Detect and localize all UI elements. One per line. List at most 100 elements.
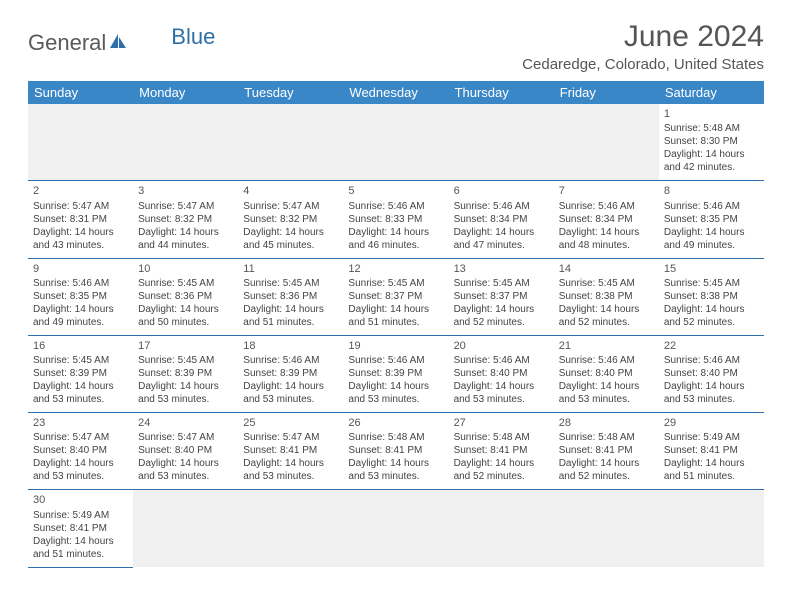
day-number: 16: [33, 339, 128, 353]
calendar-cell: 13Sunrise: 5:45 AMSunset: 8:37 PMDayligh…: [449, 258, 554, 335]
calendar-row: 30Sunrise: 5:49 AMSunset: 8:41 PMDayligh…: [28, 490, 764, 567]
day-number: 25: [243, 416, 338, 430]
location-text: Cedaredge, Colorado, United States: [522, 56, 764, 73]
day-number: 11: [243, 262, 338, 276]
calendar-cell: 21Sunrise: 5:46 AMSunset: 8:40 PMDayligh…: [554, 335, 659, 412]
weekday-header: Friday: [554, 81, 659, 104]
calendar-cell: [238, 104, 343, 181]
day-number: 4: [243, 184, 338, 198]
calendar-cell: 2 Sunrise: 5:47 AMSunset: 8:31 PMDaylight…: [28, 181, 133, 258]
day-info: Sunrise: 5:46 AMSunset: 8:40 PMDaylight:…: [664, 354, 759, 406]
day-info: Sunrise: 5:48 AMSunset: 8:30 PMDaylight:…: [664, 122, 759, 174]
calendar-cell: 9Sunrise: 5:46 AMSunset: 8:35 PMDaylight…: [28, 258, 133, 335]
calendar-row: 16Sunrise: 5:45 AMSunset: 8:39 PMDayligh…: [28, 335, 764, 412]
weekday-header: Thursday: [449, 81, 554, 104]
calendar-cell: 8 Sunrise: 5:46 AMSunset: 8:35 PMDaylight…: [659, 181, 764, 258]
calendar-cell: 17Sunrise: 5:45 AMSunset: 8:39 PMDayligh…: [133, 335, 238, 412]
day-info: Sunrise: 5:48 AMSunset: 8:41 PMDaylight:…: [348, 431, 443, 483]
calendar-cell: 5 Sunrise: 5:46 AMSunset: 8:33 PMDaylight…: [343, 181, 448, 258]
calendar-cell: [449, 104, 554, 181]
calendar-cell: 19Sunrise: 5:46 AMSunset: 8:39 PMDayligh…: [343, 335, 448, 412]
day-info: Sunrise: 5:46 AMSunset: 8:33 PMDaylight:…: [348, 200, 443, 252]
day-info: Sunrise: 5:46 AMSunset: 8:39 PMDaylight:…: [348, 354, 443, 406]
calendar-cell: 16Sunrise: 5:45 AMSunset: 8:39 PMDayligh…: [28, 335, 133, 412]
calendar-cell: 20Sunrise: 5:46 AMSunset: 8:40 PMDayligh…: [449, 335, 554, 412]
day-number: 19: [348, 339, 443, 353]
day-info: Sunrise: 5:45 AMSunset: 8:38 PMDaylight:…: [559, 277, 654, 329]
calendar-cell: 26Sunrise: 5:48 AMSunset: 8:41 PMDayligh…: [343, 413, 448, 490]
day-number: 17: [138, 339, 233, 353]
calendar-cell: 22Sunrise: 5:46 AMSunset: 8:40 PMDayligh…: [659, 335, 764, 412]
day-number: 27: [454, 416, 549, 430]
weekday-header: Sunday: [28, 81, 133, 104]
day-info: Sunrise: 5:47 AMSunset: 8:31 PMDaylight:…: [33, 200, 128, 252]
day-number: 15: [664, 262, 759, 276]
day-info: Sunrise: 5:47 AMSunset: 8:40 PMDaylight:…: [138, 431, 233, 483]
day-info: Sunrise: 5:47 AMSunset: 8:41 PMDaylight:…: [243, 431, 338, 483]
day-number: 12: [348, 262, 443, 276]
calendar-body: 1Sunrise: 5:48 AMSunset: 8:30 PMDaylight…: [28, 104, 764, 567]
day-number: 6: [454, 184, 549, 198]
calendar-cell: [343, 490, 448, 567]
day-info: Sunrise: 5:46 AMSunset: 8:34 PMDaylight:…: [559, 200, 654, 252]
calendar-cell: 28Sunrise: 5:48 AMSunset: 8:41 PMDayligh…: [554, 413, 659, 490]
day-info: Sunrise: 5:46 AMSunset: 8:35 PMDaylight:…: [33, 277, 128, 329]
day-info: Sunrise: 5:45 AMSunset: 8:36 PMDaylight:…: [243, 277, 338, 329]
calendar-cell: [133, 104, 238, 181]
day-number: 28: [559, 416, 654, 430]
logo-text-1: General: [28, 30, 106, 56]
day-number: 26: [348, 416, 443, 430]
calendar-row: 1Sunrise: 5:48 AMSunset: 8:30 PMDaylight…: [28, 104, 764, 181]
day-info: Sunrise: 5:48 AMSunset: 8:41 PMDaylight:…: [454, 431, 549, 483]
day-number: 24: [138, 416, 233, 430]
day-info: Sunrise: 5:46 AMSunset: 8:39 PMDaylight:…: [243, 354, 338, 406]
day-number: 9: [33, 262, 128, 276]
weekday-header: Monday: [133, 81, 238, 104]
day-info: Sunrise: 5:47 AMSunset: 8:32 PMDaylight:…: [243, 200, 338, 252]
calendar-cell: [238, 490, 343, 567]
day-info: Sunrise: 5:45 AMSunset: 8:37 PMDaylight:…: [348, 277, 443, 329]
calendar-row: 2 Sunrise: 5:47 AMSunset: 8:31 PMDaylight…: [28, 181, 764, 258]
day-number: 21: [559, 339, 654, 353]
day-number: 7: [559, 184, 654, 198]
day-info: Sunrise: 5:46 AMSunset: 8:35 PMDaylight:…: [664, 200, 759, 252]
day-number: 29: [664, 416, 759, 430]
day-info: Sunrise: 5:45 AMSunset: 8:39 PMDaylight:…: [33, 354, 128, 406]
calendar-cell: 23Sunrise: 5:47 AMSunset: 8:40 PMDayligh…: [28, 413, 133, 490]
calendar-cell: 29Sunrise: 5:49 AMSunset: 8:41 PMDayligh…: [659, 413, 764, 490]
day-number: 1: [664, 107, 759, 121]
month-title: June 2024: [522, 20, 764, 54]
day-info: Sunrise: 5:45 AMSunset: 8:38 PMDaylight:…: [664, 277, 759, 329]
calendar-cell: 7 Sunrise: 5:46 AMSunset: 8:34 PMDaylight…: [554, 181, 659, 258]
day-info: Sunrise: 5:47 AMSunset: 8:32 PMDaylight:…: [138, 200, 233, 252]
day-info: Sunrise: 5:49 AMSunset: 8:41 PMDaylight:…: [33, 509, 128, 561]
day-number: 2: [33, 184, 128, 198]
day-number: 23: [33, 416, 128, 430]
weekday-header: Tuesday: [238, 81, 343, 104]
day-number: 5: [348, 184, 443, 198]
day-number: 22: [664, 339, 759, 353]
calendar-cell: [449, 490, 554, 567]
day-info: Sunrise: 5:45 AMSunset: 8:39 PMDaylight:…: [138, 354, 233, 406]
day-info: Sunrise: 5:45 AMSunset: 8:37 PMDaylight:…: [454, 277, 549, 329]
header: GeneralBlue June 2024 Cedaredge, Colorad…: [28, 20, 764, 73]
day-info: Sunrise: 5:48 AMSunset: 8:41 PMDaylight:…: [559, 431, 654, 483]
calendar-row: 9Sunrise: 5:46 AMSunset: 8:35 PMDaylight…: [28, 258, 764, 335]
calendar-row: 23 Sunrise: 5:47 AMSunset: 8:40 PMDayligh…: [28, 413, 764, 490]
calendar-cell: 6Sunrise: 5:46 AMSunset: 8:34 PMDaylight…: [449, 181, 554, 258]
day-info: Sunrise: 5:46 AMSunset: 8:40 PMDaylight:…: [559, 354, 654, 406]
weekday-header-row: SundayMondayTuesdayWednesdayThursdayFrid…: [28, 81, 764, 104]
day-number: 20: [454, 339, 549, 353]
day-number: 8: [664, 184, 759, 198]
day-info: Sunrise: 5:46 AMSunset: 8:40 PMDaylight:…: [454, 354, 549, 406]
calendar-cell: [659, 490, 764, 567]
day-number: 3: [138, 184, 233, 198]
day-info: Sunrise: 5:49 AMSunset: 8:41 PMDaylight:…: [664, 431, 759, 483]
calendar-cell: [28, 104, 133, 181]
calendar-cell: 25Sunrise: 5:47 AMSunset: 8:41 PMDayligh…: [238, 413, 343, 490]
day-number: 10: [138, 262, 233, 276]
calendar-cell: 24Sunrise: 5:47 AMSunset: 8:40 PMDayligh…: [133, 413, 238, 490]
calendar-cell: 30Sunrise: 5:49 AMSunset: 8:41 PMDayligh…: [28, 490, 133, 567]
logo: GeneralBlue: [28, 30, 215, 56]
day-number: 14: [559, 262, 654, 276]
